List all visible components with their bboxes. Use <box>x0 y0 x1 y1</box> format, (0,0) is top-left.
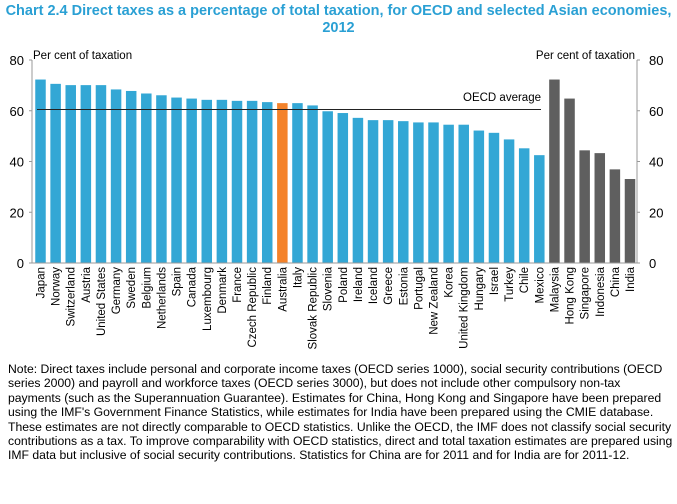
x-tick-label: Finland <box>262 267 274 305</box>
bar-belgium <box>141 93 152 264</box>
x-tick-label: Australia <box>277 266 289 311</box>
bar-slovenia <box>322 111 333 263</box>
x-tick-label: United Kingdom <box>459 267 471 349</box>
x-tick-label: Germany <box>111 267 123 315</box>
x-tick-label: Iceland <box>368 267 380 304</box>
x-tick-label: Turkey <box>504 267 516 302</box>
x-tick-label: Japan <box>36 267 48 298</box>
bar-malaysia <box>549 79 560 263</box>
x-tick-label: France <box>232 267 244 303</box>
bar-singapore <box>579 150 590 263</box>
bar-israel <box>488 132 500 263</box>
x-tick-label: Poland <box>338 267 350 303</box>
right-tick-label: 40 <box>649 155 663 170</box>
bar-france <box>231 100 243 263</box>
x-tick-label: New Zealand <box>429 267 441 335</box>
bar-austria <box>80 85 92 263</box>
right-axis-label: Per cent of taxation <box>536 50 635 62</box>
x-tick-label: Canada <box>187 266 199 307</box>
x-tick-label: Estonia <box>398 266 410 305</box>
bar-luxembourg <box>201 99 213 264</box>
chart-note: Note: Direct taxes include personal and … <box>8 362 673 463</box>
x-tick-label: India <box>625 266 637 292</box>
right-tick-label: 0 <box>649 256 656 271</box>
x-tick-label: Sweden <box>126 267 138 309</box>
x-tick-label: Indonesia <box>595 266 607 316</box>
bar-china <box>609 169 621 263</box>
bar-estonia <box>398 121 409 263</box>
x-tick-label: United States <box>96 267 108 336</box>
bar-ireland <box>352 117 364 263</box>
right-tick-label: 80 <box>649 53 663 68</box>
x-tick-label: Hungary <box>474 267 486 311</box>
x-tick-label: Belgium <box>141 267 153 309</box>
bar-germany <box>110 89 122 263</box>
bar-united-kingdom <box>458 124 469 263</box>
bar-norway <box>50 83 61 263</box>
bar-netherlands <box>156 95 167 264</box>
bar-united-states <box>95 85 107 263</box>
x-tick-label: Switzerland <box>66 267 78 326</box>
x-tick-label: Portugal <box>413 267 425 310</box>
bar-new-zealand <box>428 122 439 263</box>
left-tick-label: 20 <box>10 205 24 220</box>
bar-australia <box>277 103 288 263</box>
bar-switzerland <box>65 85 76 263</box>
bar-japan <box>35 79 46 263</box>
x-tick-label: Chile <box>519 267 531 293</box>
x-tick-label: Mexico <box>534 267 546 303</box>
x-tick-label: Italy <box>292 267 304 288</box>
bar-korea <box>443 124 454 263</box>
x-tick-label: China <box>610 266 622 297</box>
bar-hong-kong <box>564 98 575 263</box>
x-tick-label: Korea <box>444 266 456 297</box>
bar-finland <box>261 102 273 263</box>
x-tick-label: Denmark <box>217 267 229 314</box>
bar-canada <box>186 98 197 263</box>
right-tick-label: 60 <box>649 104 663 119</box>
left-tick-label: 80 <box>10 53 24 68</box>
bar-denmark <box>216 99 228 264</box>
x-tick-label: Ireland <box>353 267 365 302</box>
bar-spain <box>171 97 182 264</box>
bar-slovak-republic <box>307 105 318 263</box>
bar-sweden <box>125 90 137 264</box>
x-tick-label: Austria <box>81 266 93 302</box>
x-tick-label: Singapore <box>580 267 592 319</box>
bar-greece <box>382 120 394 263</box>
bar-portugal <box>413 122 424 263</box>
x-tick-label: Spain <box>172 267 184 296</box>
x-tick-label: Luxembourg <box>202 267 214 331</box>
bar-turkey <box>503 139 515 263</box>
left-tick-label: 60 <box>10 104 24 119</box>
right-tick-label: 20 <box>649 205 663 220</box>
x-tick-label: Malaysia <box>549 266 561 312</box>
bar-hungary <box>473 130 485 263</box>
x-tick-label: Norway <box>51 267 63 306</box>
x-tick-label: Israel <box>489 267 501 295</box>
x-tick-label: Slovak Republic <box>308 267 320 350</box>
left-axis-label: Per cent of taxation <box>33 50 132 62</box>
x-tick-label: Slovenia <box>323 266 335 311</box>
bar-chart: Japan Norway Switzerland Austria United Stat… <box>10 50 664 350</box>
bar-poland <box>337 113 349 263</box>
bar-indonesia <box>594 153 606 263</box>
x-tick-label: Czech Republic <box>247 267 259 348</box>
left-tick-label: 40 <box>10 155 24 170</box>
x-tick-label: Hong Kong <box>565 267 577 325</box>
bar-czech-republic <box>246 100 258 263</box>
left-tick-label: 0 <box>17 256 24 271</box>
bar-mexico <box>534 155 545 263</box>
bar-chile <box>518 148 530 263</box>
reference-line-label: OECD average <box>463 92 541 104</box>
bar-italy <box>292 103 303 263</box>
bar-india <box>624 179 636 263</box>
bar-iceland <box>367 120 379 263</box>
chart-title: Chart 2.4 Direct taxes as a percentage o… <box>5 3 672 36</box>
x-tick-label: Greece <box>383 267 395 305</box>
x-tick-label: Netherlands <box>156 267 168 329</box>
